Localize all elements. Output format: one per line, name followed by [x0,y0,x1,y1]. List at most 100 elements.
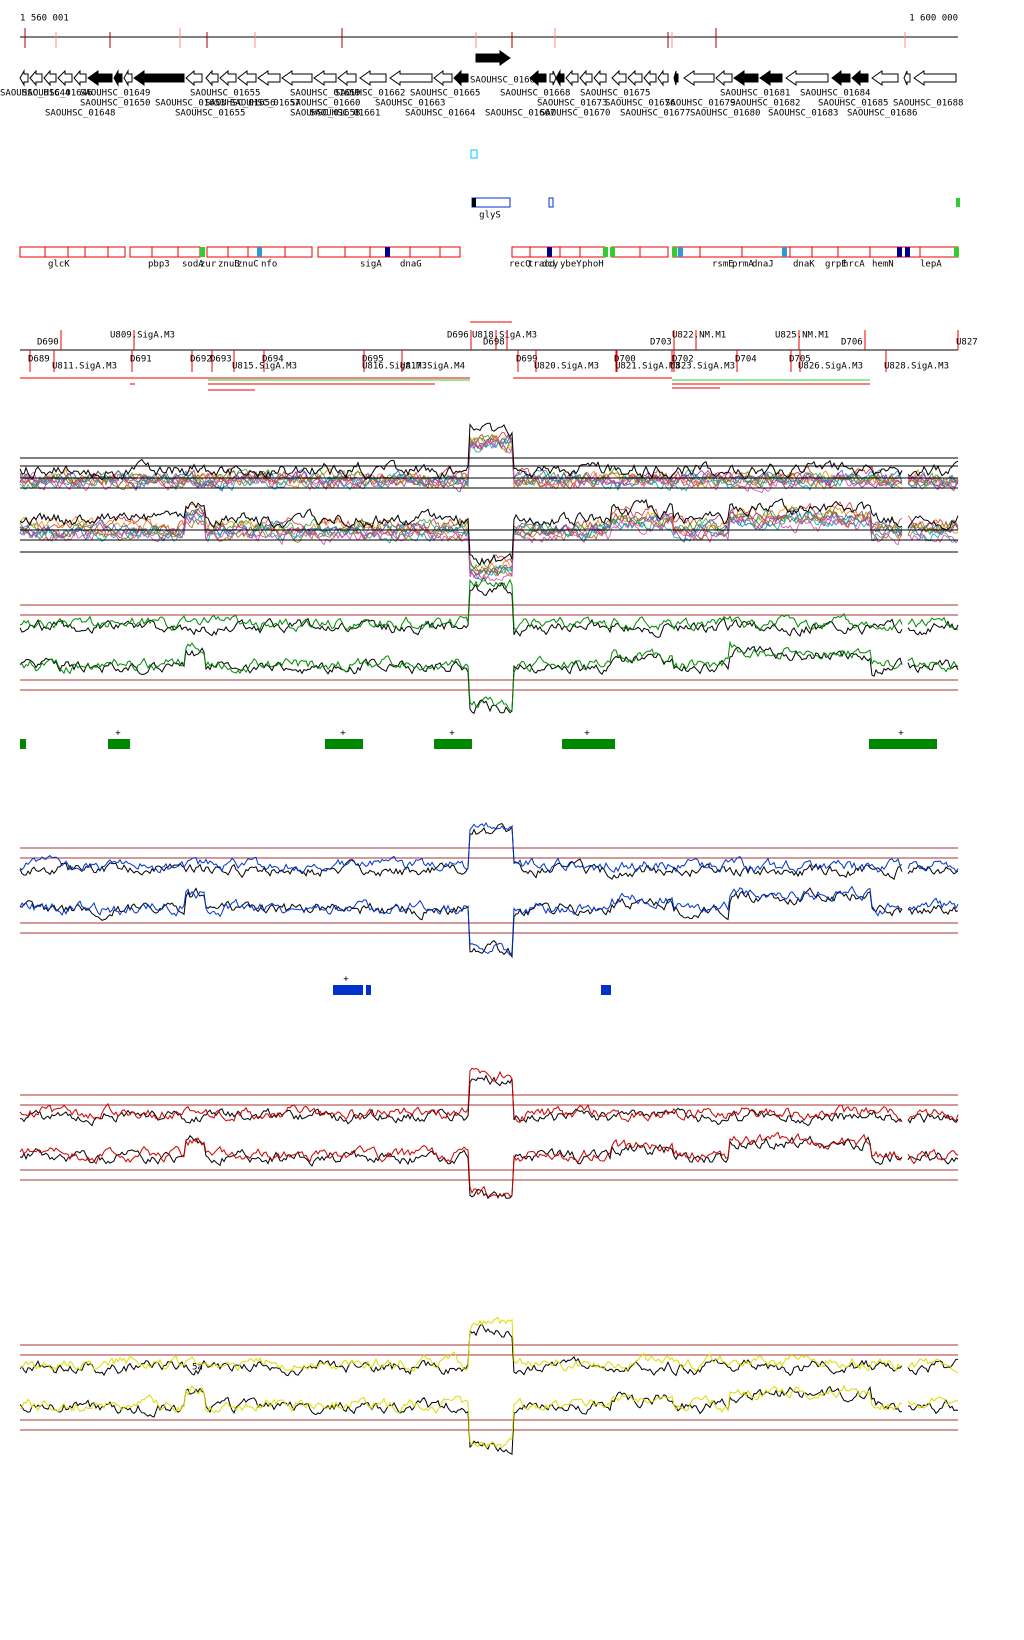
gene-label: SAOUHSC_01646 [22,89,92,99]
feature-mark [905,247,910,257]
block [562,739,615,749]
unit-label: U811.SigA.M3 [52,362,117,372]
block [869,739,937,749]
gene-arrow [683,70,715,86]
unit-label: U828.SigA.M3 [884,362,949,372]
feature-label: nfo [261,260,277,270]
unit-label: U809.SigA.M3 [110,331,175,341]
block [333,985,363,995]
unit-label: D689 [28,355,50,365]
signal-trace [19,885,959,956]
unit-label: D690 [37,338,59,348]
signal-trace [19,581,959,638]
gene-arrow [29,69,43,87]
plus-mark: + [584,729,590,739]
gene-label: SAOUHSC_01665 [410,89,480,99]
rna-box [548,197,554,208]
gene-label: SAOUHSC_01683 [768,109,838,119]
gene-label: SAOUHSC_01666 [470,76,540,86]
gene-label: SAOUHSC_01660 [290,99,360,109]
plus-mark: + [340,729,346,739]
gene-arrow [903,70,911,86]
gene-arrow [113,69,123,87]
signal-trace [19,1131,959,1198]
gene-label: SAOUHSC_01675 [580,89,650,99]
feature-label: phoH [582,260,604,270]
unit-label: D692 [190,355,212,365]
gene-label: SAOUHSC_01673 [537,99,607,109]
signal-trace [19,422,959,481]
gene-label: SAOUHSC_01684 [800,89,870,99]
feature-label: dnaK [793,260,815,270]
feature-label: glcK [48,260,70,270]
signal-trace [19,1134,959,1200]
gene-label: SAOUHSC_01657 [230,99,300,109]
feature-mark [782,247,787,257]
gene-arrow [913,70,957,86]
gene-arrow [389,70,433,86]
signal-trace [19,1323,958,1377]
feature-label: hrcA [843,260,865,270]
gene-arrow [453,69,469,87]
gene-label: SAOUHSC_01682 [730,99,800,109]
feature-label: pbp3 [148,260,170,270]
unit-label: U817.SigA.M4 [400,362,465,372]
gene-arrow [643,69,657,87]
gene-arrow [871,70,899,86]
unit-label: U815.SigA.M3 [232,362,297,372]
rna-mark [470,149,478,159]
gene-arrow [185,69,203,87]
plus-mark: + [343,975,349,985]
gene-label: SAOUHSC_01685 [818,99,888,109]
gene-arrow [87,70,113,86]
rna-box [956,198,960,207]
gene-arrow [627,69,643,87]
gene-arrow [555,69,565,87]
unit-label: U820.SigA.M3 [534,362,599,372]
feature-label: dnaJ [752,260,774,270]
gene-arrow [529,69,547,87]
feature-mark [385,247,390,257]
signal-trace [19,498,959,566]
gene-arrow [133,70,185,86]
unit-label: U826.SigA.M3 [798,362,863,372]
unit-label: U822.NM.M1 [672,331,726,341]
unit-label: U825.NM.M1 [775,331,829,341]
unit-label: U816.SigA.M3 [362,362,427,372]
gene-label: SAOUHSC_01664 [405,109,475,119]
feature-label: zur [200,260,217,270]
gene-label: SAOUHSC_01676 [605,99,675,109]
block [108,739,130,749]
unit-label: D703 [650,338,672,348]
signal-trace [19,438,959,494]
feature-mark [678,247,683,257]
feature-label: sodA [182,260,204,270]
gene-arrow [205,69,219,87]
gene-arrow [759,70,783,86]
unit-label: D694 [262,355,284,365]
gene-arrow [73,69,87,87]
gene-label: SAOUHSC_01655 [190,89,260,99]
gene-arrow [359,70,387,86]
signal-trace [19,1316,959,1374]
signal-trace [19,513,959,581]
signal-trace [19,1067,959,1123]
unit-label: D693 [210,355,232,365]
start-coordinate: 1 560 001 [20,14,69,24]
signal-trace [19,1384,959,1449]
unit-label: D699 [516,355,538,365]
signal-trace [20,640,959,712]
feature-box [129,246,201,258]
unit-label: D695 [362,355,384,365]
feature-label: grpE [825,260,847,270]
gene-label: SAOUHSC_01656 [205,99,275,109]
gene-arrow [257,70,281,86]
gene-arrow [579,69,593,87]
feature-label: lepA [920,260,942,270]
feature-mark [603,247,608,257]
gene-label: SAOUHSC_01663 [375,99,445,109]
block [434,739,472,749]
feature-box [511,246,606,258]
signal-trace [19,1385,959,1455]
end-coordinate: 1 600 000 [909,14,958,24]
